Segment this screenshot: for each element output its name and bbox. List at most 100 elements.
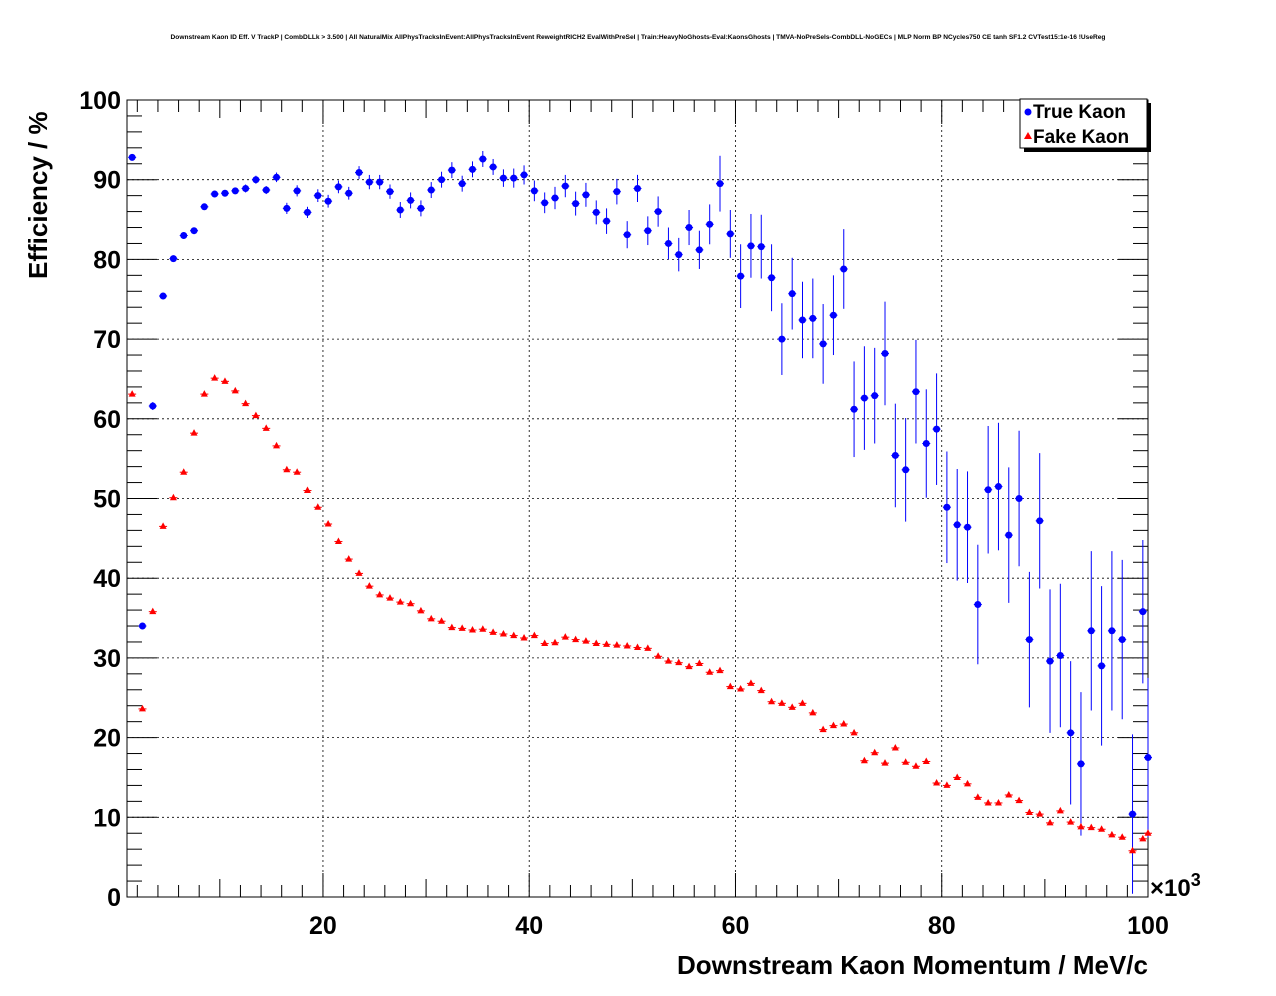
data-point-true-kaon [654,208,662,216]
legend-fake-kaon-marker [1024,132,1032,139]
data-point-true-kaon [355,169,363,177]
data-point-fake-kaon [726,682,734,690]
data-point-fake-kaon [448,623,456,631]
data-point-true-kaon [685,224,693,232]
data-point-true-kaon [716,180,724,188]
data-point-true-kaon [623,231,631,239]
y-tick-label: 30 [93,645,121,673]
data-point-true-kaon [582,191,590,199]
data-point-fake-kaon [283,465,291,473]
data-point-fake-kaon [768,697,776,705]
data-point-true-kaon [1129,810,1137,818]
data-point-true-kaon [1144,754,1152,762]
data-point-fake-kaon [840,720,848,727]
data-point-true-kaon [324,197,332,205]
data-point-fake-kaon [169,493,177,501]
legend: True Kaon Fake Kaon [1019,98,1151,152]
x-tick-label: 20 [309,912,337,940]
data-point-fake-kaon [468,626,476,633]
data-point-fake-kaon [809,708,817,716]
data-point-fake-kaon [324,520,332,527]
data-point-true-kaon [809,314,817,322]
data-point-fake-kaon [242,399,250,407]
data-point-fake-kaon [530,631,538,639]
data-point-fake-kaon [438,617,446,624]
y-tick-label: 0 [107,884,121,912]
data-series [128,151,1152,894]
data-point-fake-kaon [603,640,611,647]
data-point-true-kaon [1067,729,1075,737]
data-point-fake-kaon [1056,806,1064,814]
data-point-fake-kaon [293,468,301,475]
data-point-fake-kaon [1077,822,1085,830]
y-tick-label: 70 [93,326,121,354]
data-point-fake-kaon [799,699,807,706]
data-point-fake-kaon [860,756,868,764]
data-point-true-kaon [561,182,569,190]
data-point-fake-kaon [1015,796,1023,804]
data-point-true-kaon [675,251,683,259]
data-point-true-kaon [438,176,446,184]
data-point-true-kaon [314,192,322,200]
data-point-true-kaon [778,335,786,343]
data-point-fake-kaon [303,486,311,494]
chart-title: Downstream Kaon ID Eff. V TrackP | CombD… [170,34,1106,41]
data-point-fake-kaon [664,657,672,664]
data-point-fake-kaon [1036,810,1044,817]
data-point-fake-kaon [427,614,435,622]
data-point-true-kaon [1056,652,1064,660]
data-point-true-kaon [664,239,672,247]
data-point-true-kaon [1108,627,1116,635]
x-multiplier-base: ×10 [1150,875,1191,902]
data-point-true-kaon [1046,657,1054,665]
data-point-true-kaon [252,176,260,184]
series-fake-kaon [128,374,1152,854]
data-point-fake-kaon [1005,790,1013,798]
data-point-true-kaon [737,272,745,280]
data-point-fake-kaon [706,668,714,675]
series-true-kaon [128,151,1152,894]
data-point-true-kaon [386,188,394,196]
data-point-fake-kaon [417,606,425,614]
data-point-fake-kaon [1139,834,1147,842]
data-point-true-kaon [994,483,1002,491]
legend-true-kaon-marker [1024,108,1032,116]
data-point-true-kaon [840,265,848,273]
legend-true-kaon-label: True Kaon [1033,102,1126,123]
data-point-true-kaon [190,227,198,235]
data-point-fake-kaon [1108,830,1116,838]
data-point-true-kaon [221,189,229,197]
data-point-true-kaon [768,274,776,282]
data-point-true-kaon [747,242,755,250]
data-point-fake-kaon [829,721,837,729]
data-point-fake-kaon [634,643,641,651]
data-point-true-kaon [448,166,456,174]
y-axis-title: Efficiency / % [23,111,53,279]
data-point-fake-kaon [1144,829,1152,836]
y-tick-label: 40 [93,565,121,593]
data-point-fake-kaon [582,637,590,644]
data-point-fake-kaon [200,390,208,397]
data-point-true-kaon [881,349,889,357]
data-point-true-kaon [871,392,879,400]
data-point-true-kaon [303,208,311,216]
data-point-fake-kaon [365,582,373,589]
data-point-fake-kaon [190,429,198,436]
data-point-true-kaon [603,217,611,225]
data-point-fake-kaon [613,641,621,648]
x-tick-label: 100 [1127,912,1169,940]
data-point-true-kaon [159,292,167,300]
data-point-fake-kaon [922,757,930,765]
data-point-true-kaon [1098,662,1106,670]
data-point-true-kaon [1025,636,1033,644]
data-point-fake-kaon [262,424,270,431]
data-point-fake-kaon [685,662,693,670]
data-point-fake-kaon [891,743,899,751]
data-point-true-kaon [345,189,353,197]
data-point-fake-kaon [180,468,188,475]
data-point-true-kaon [334,183,342,191]
data-point-true-kaon [1036,517,1044,525]
data-point-fake-kaon [128,390,136,397]
data-point-fake-kaon [747,679,755,686]
data-point-true-kaon [128,153,136,161]
